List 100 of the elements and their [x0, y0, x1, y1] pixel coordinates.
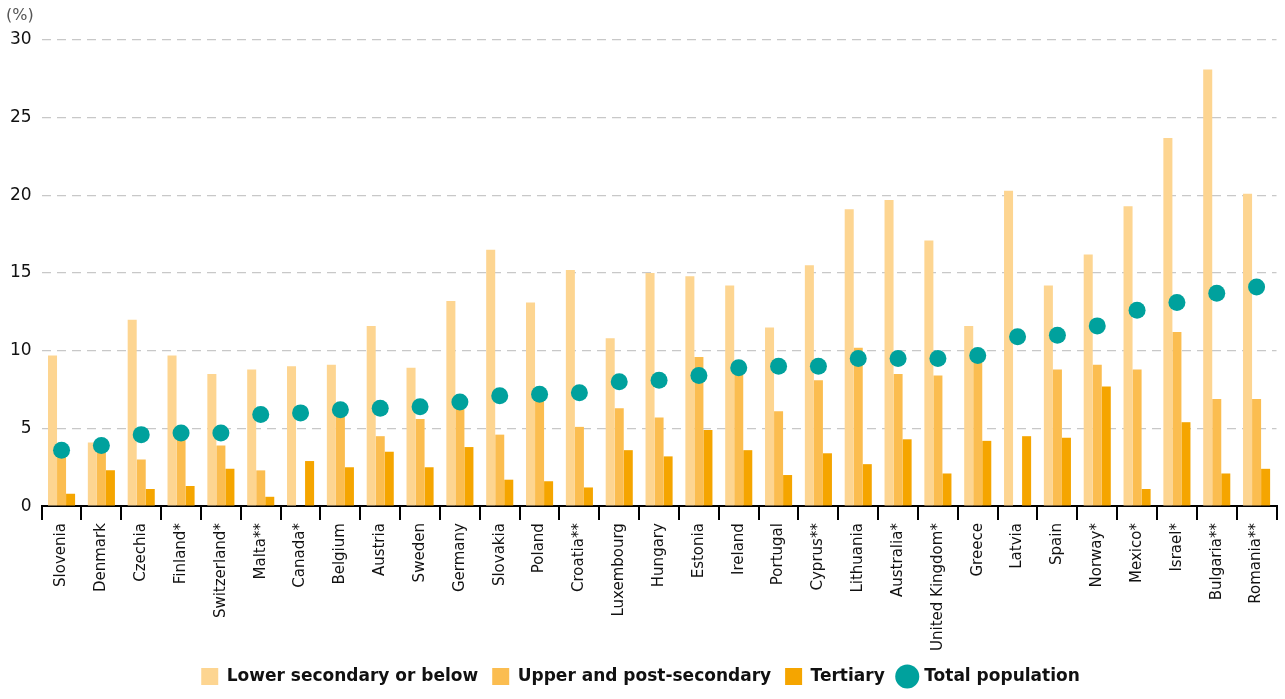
x-tick-label: Cyprus**: [808, 522, 827, 591]
bar: [663, 456, 673, 506]
y-tick-label: 25: [9, 106, 32, 127]
bar: [167, 355, 177, 506]
bar: [87, 442, 97, 506]
x-tick-label: Portugal: [768, 523, 787, 586]
bar: [1172, 332, 1182, 506]
x-tick-label: Switzerland*: [210, 522, 229, 619]
bar: [1252, 398, 1262, 506]
bar: [384, 451, 394, 506]
bar: [804, 265, 814, 506]
bar: [1212, 398, 1222, 506]
bar: [783, 475, 793, 506]
legend-label: Lower secondary or below: [226, 664, 479, 685]
point: [809, 357, 827, 375]
bar: [464, 447, 474, 506]
point: [1168, 294, 1186, 312]
bar: [48, 355, 58, 506]
bar: [57, 456, 67, 506]
point: [92, 437, 110, 455]
x-tick-label: Sweden: [409, 523, 428, 583]
x-tick-label: Latvia: [1007, 523, 1026, 569]
bar: [1052, 369, 1062, 506]
bar: [265, 496, 275, 506]
bar: [1181, 422, 1191, 506]
bar: [1101, 386, 1111, 506]
bar: [1123, 206, 1133, 506]
bar: [256, 470, 266, 506]
bar: [725, 285, 735, 506]
point: [1009, 328, 1027, 346]
x-tick-label: Poland: [529, 523, 548, 574]
bar: [1004, 190, 1014, 506]
bar: [1141, 489, 1151, 506]
bar: [1092, 364, 1102, 506]
bar: [862, 464, 872, 506]
bar: [1163, 137, 1173, 506]
point: [1048, 326, 1066, 344]
point: [371, 399, 389, 417]
point: [1208, 284, 1226, 302]
bar: [185, 485, 195, 506]
point: [132, 426, 150, 444]
bar: [1203, 69, 1213, 506]
bar: [127, 319, 137, 506]
point: [570, 384, 588, 402]
point: [451, 393, 469, 411]
point: [411, 398, 429, 416]
point: [969, 346, 987, 364]
x-tick-label: Norway*: [1087, 522, 1106, 588]
bar: [774, 411, 784, 506]
x-tick-label: Croatia**: [569, 522, 588, 593]
x-tick-label: Slovakia: [489, 523, 508, 587]
bar: [225, 468, 235, 506]
bar: [105, 470, 115, 506]
point: [292, 404, 310, 422]
bar: [924, 240, 934, 506]
bar: [685, 276, 695, 506]
bar: [375, 436, 385, 506]
x-tick-label: Lithuania: [848, 523, 867, 593]
x-tick-label: Luxembourg: [609, 523, 628, 617]
bar: [583, 487, 593, 506]
point: [1088, 317, 1106, 335]
x-tick-label: Austria: [370, 523, 389, 577]
x-tick-label: Bulgaria**: [1206, 522, 1225, 601]
x-tick-label: Denmark: [91, 522, 110, 593]
x-tick-label: Romania**: [1246, 522, 1265, 604]
point: [770, 357, 788, 375]
x-tick-label: Greece: [967, 523, 986, 577]
y-tick-label: 20: [9, 183, 32, 204]
point: [491, 387, 509, 405]
point: [172, 424, 190, 442]
y-tick-label: 10: [9, 339, 32, 360]
bar: [415, 419, 425, 506]
x-tick-label: Hungary: [648, 522, 667, 588]
bar: [136, 459, 146, 506]
x-tick-label: Finland*: [170, 522, 189, 585]
bar: [645, 273, 655, 506]
x-tick-label: Slovenia: [51, 523, 70, 587]
bar: [884, 200, 894, 506]
point: [252, 405, 270, 423]
x-tick-label: Czechia: [131, 523, 150, 582]
bar: [623, 450, 633, 506]
point: [690, 367, 708, 385]
bar: [145, 489, 155, 506]
x-tick-label: Spain: [1047, 523, 1066, 566]
point: [610, 373, 628, 391]
point: [331, 401, 349, 419]
bar: [305, 461, 315, 506]
bar: [446, 301, 456, 506]
x-tick-label: Estonia: [688, 523, 707, 579]
bar: [504, 479, 514, 506]
x-tick-label: Mexico*: [1126, 522, 1145, 583]
bar: [486, 249, 496, 506]
bar: [605, 338, 615, 506]
y-tick-label: 30: [9, 28, 32, 49]
bar: [1022, 436, 1032, 506]
bar: [844, 209, 854, 506]
point: [889, 350, 907, 368]
y-tick-label: 0: [20, 494, 32, 515]
bar: [207, 374, 217, 506]
bar: [66, 493, 76, 506]
